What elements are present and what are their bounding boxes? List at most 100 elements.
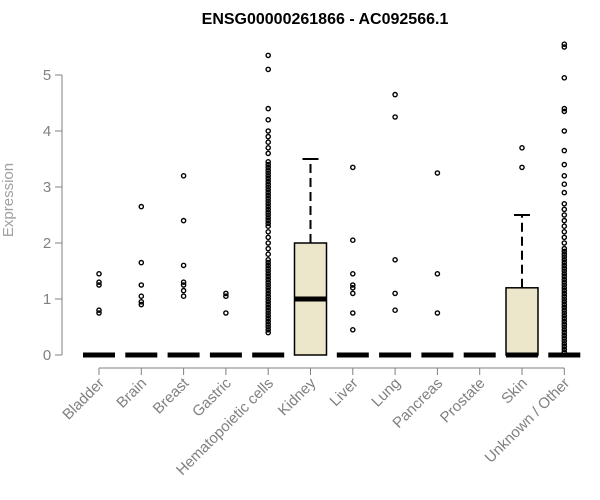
outlier-point [561,234,568,241]
outlier-point [265,240,272,246]
outlier-point [561,189,568,196]
outlier-point [265,270,272,277]
box-group [505,144,539,358]
outlier-point [561,329,568,336]
outlier-point [265,52,272,59]
box-group [421,170,454,358]
outlier-point [349,310,356,316]
outlier-point [349,270,356,277]
outlier-point [561,343,568,350]
outlier-point [180,217,187,224]
outlier-point [265,186,272,193]
outlier-point [265,307,272,314]
outlier-point [265,167,272,173]
box-group [548,41,581,358]
outlier-point [561,200,568,207]
outlier-point [265,209,272,215]
outlier-point [561,259,568,266]
outlier-point [265,276,272,283]
outlier-point [223,290,229,297]
outlier-point [180,287,187,294]
outlier-point [180,279,187,286]
outlier-point [96,270,102,277]
outlier-point [519,164,525,171]
outlier-point [180,262,187,269]
outlier-point [561,312,568,319]
x-tick-label: Liver [327,375,362,410]
outlier-point [265,212,272,218]
outlier-point [561,181,568,187]
outlier-point [561,75,568,81]
outlier-point [265,256,272,263]
outlier-point [265,175,272,182]
outlier-point [392,307,398,314]
outlier-point [265,293,272,300]
outlier-point [349,290,356,297]
outlier-point [265,321,272,328]
outlier-point [265,161,272,168]
outlier-point [561,287,568,294]
y-tick-label: 3 [43,179,51,196]
outlier-point [265,268,272,274]
box-group [293,158,328,356]
outlier-point [265,203,272,210]
outlier-point [561,298,568,305]
box-group [209,290,242,358]
outlier-point [265,245,272,252]
box-group [125,203,158,358]
outlier-point [265,228,272,235]
outlier-point [265,181,272,187]
outlier-point [138,282,145,288]
outlier-point [265,282,272,288]
outlier-point [434,310,441,316]
outlier-point [561,223,568,229]
outlier-point [561,44,568,50]
outlier-point [561,268,568,274]
y-tick-label: 4 [43,123,51,140]
outlier-point [265,150,272,157]
outlier-point [265,198,272,204]
box-group [167,172,200,358]
outlier-point [180,282,187,288]
outlier-point [265,287,272,294]
outlier-point [561,108,568,115]
outlier-point [561,228,568,235]
outlier-point [265,133,272,140]
outlier-point [96,282,102,288]
box-group [336,164,369,358]
box [505,287,539,356]
x-tick-label: Breast [150,374,193,417]
outlier-point [561,293,568,300]
x-tick-label: Brain [113,375,150,412]
outlier-point [561,321,568,328]
outlier-point [561,172,568,179]
outlier-point [561,212,568,218]
outlier-point [138,293,145,300]
outlier-point [349,237,356,243]
outlier-point [265,279,272,286]
outlier-point [561,41,568,48]
outlier-point [561,290,568,297]
outlier-point [561,128,568,134]
outlier-point [561,304,568,311]
outlier-point [265,223,272,229]
outlier-point [561,296,568,302]
outlier-point [265,66,272,73]
outlier-point [223,293,229,300]
outlier-point [265,192,272,199]
y-tick-label: 0 [43,347,51,364]
outlier-point [561,256,568,263]
outlier-point [561,251,568,257]
outlier-point [180,293,187,300]
outlier-point [265,290,272,297]
outlier-point [265,214,272,221]
x-tick-label: Bladder [59,375,108,424]
outlier-point [561,240,568,246]
outlier-point [561,338,568,344]
outlier-point [265,326,272,333]
outlier-point [265,195,272,201]
outlier-point [265,312,272,319]
outlier-point [265,178,272,185]
